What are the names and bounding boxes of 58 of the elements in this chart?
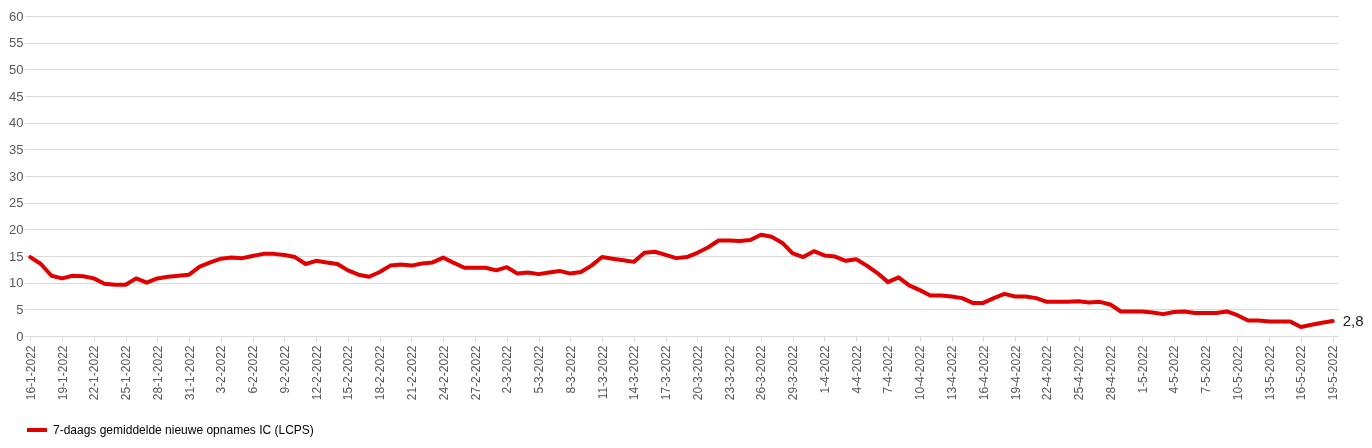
- y-tick-label: 50: [9, 61, 24, 77]
- x-tick-label: 24-2-2022: [436, 345, 451, 401]
- x-tick-label: 14-3-2022: [627, 345, 642, 401]
- y-tick-label: 35: [9, 141, 24, 157]
- x-tick-label: 4-5-2022: [1167, 345, 1182, 394]
- x-tick-label: 13-4-2022: [945, 345, 960, 401]
- x-tick-label: 2-3-2022: [500, 345, 515, 394]
- y-tick-label: 45: [9, 88, 24, 104]
- x-tick-label: 11-3-2022: [595, 345, 610, 400]
- y-tick-label: 20: [9, 221, 24, 237]
- y-tick-label: 25: [9, 195, 24, 211]
- x-tick-label: 17-3-2022: [659, 345, 674, 401]
- x-tick-label: 9-2-2022: [277, 345, 292, 394]
- y-tick-label: 55: [9, 35, 24, 51]
- x-tick-label: 27-2-2022: [468, 345, 483, 401]
- x-tick-label: 28-4-2022: [1103, 345, 1118, 401]
- x-tick-label: 28-1-2022: [150, 345, 165, 401]
- x-tick-label: 7-4-2022: [881, 345, 896, 394]
- x-tick-label: 6-2-2022: [246, 345, 261, 394]
- x-tick-label: 19-5-2022: [1326, 345, 1341, 401]
- x-tick-label: 10-4-2022: [913, 345, 928, 401]
- x-tick-label: 23-3-2022: [722, 345, 737, 401]
- x-tick-label: 31-1-2022: [182, 345, 197, 401]
- x-tick-label: 22-4-2022: [1040, 345, 1055, 401]
- y-tick-label: 60: [9, 8, 24, 24]
- y-tick-label: 10: [9, 275, 24, 291]
- x-tick-label: 15-2-2022: [341, 345, 356, 401]
- x-tick-label: 7-5-2022: [1199, 345, 1214, 394]
- x-tick-label: 29-3-2022: [786, 345, 801, 401]
- x-tick-label: 5-3-2022: [532, 345, 547, 394]
- line-series: [28, 232, 1335, 329]
- x-tick-label: 3-2-2022: [214, 345, 229, 394]
- legend-label: 7-daags gemiddelde nieuwe opnames IC (LCPS): [53, 423, 314, 437]
- x-tick-label: 26-3-2022: [754, 345, 769, 401]
- x-tick-label: 19-1-2022: [55, 345, 70, 401]
- annotation: 2,8: [1342, 312, 1364, 330]
- x-tick-label: 19-4-2022: [1008, 345, 1023, 401]
- y-tick-label: 0: [16, 328, 24, 344]
- x-tick-label: 1-4-2022: [817, 345, 832, 394]
- x-tick-label: 1-5-2022: [1135, 345, 1150, 394]
- x-tick-label: 18-2-2022: [373, 345, 388, 401]
- x-tick-label: 13-5-2022: [1262, 345, 1277, 401]
- x-tick-label: 20-3-2022: [690, 345, 705, 401]
- x-tick-label: 16-1-2022: [23, 345, 38, 401]
- x-tick-label: 4-4-2022: [849, 345, 864, 394]
- x-tick-label: 8-3-2022: [563, 345, 578, 394]
- x-tick-label: 16-5-2022: [1294, 345, 1309, 401]
- x-tick-label: 25-1-2022: [119, 345, 134, 401]
- y-tick-label: 15: [9, 248, 24, 264]
- x-tick-label: 16-4-2022: [976, 345, 991, 401]
- x-tick-label: 12-2-2022: [309, 345, 324, 401]
- x-tick-label: 22-1-2022: [87, 345, 102, 401]
- x-tick-label: 10-5-2022: [1230, 345, 1245, 401]
- y-tick-label: 30: [9, 168, 24, 184]
- y-tick-label: 40: [9, 115, 24, 131]
- x-tick-label: 25-4-2022: [1072, 345, 1087, 401]
- y-tick-label: 5: [16, 301, 24, 317]
- x-tick-label: 21-2-2022: [404, 345, 419, 401]
